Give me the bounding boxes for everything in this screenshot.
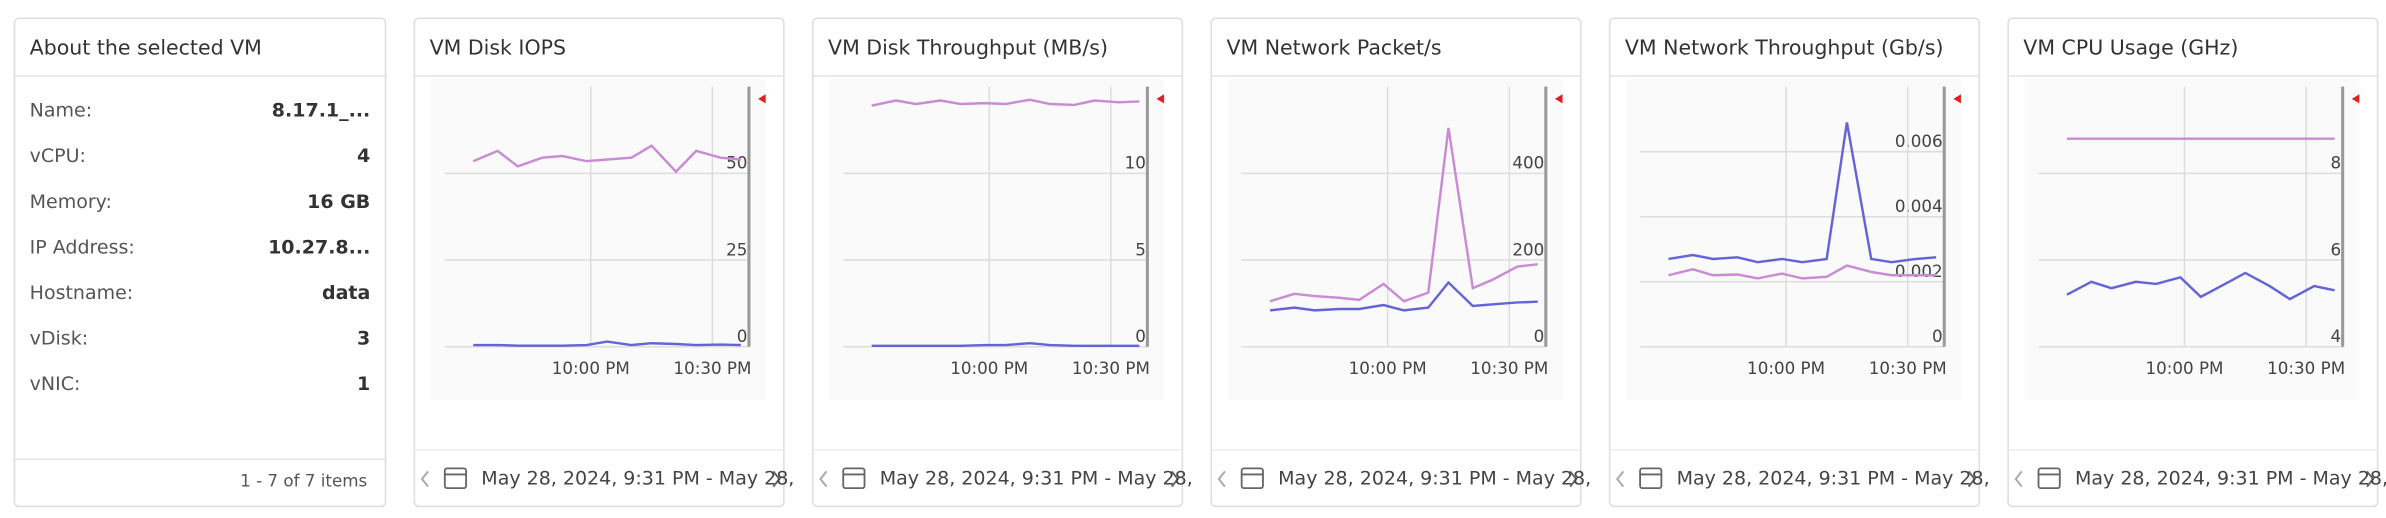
x-tick-label: 10:00 PM [2145, 358, 2223, 378]
date-range[interactable]: May 28, 2024, 9:31 PM - May 28, [481, 468, 794, 490]
field-value: 16 GB [307, 191, 370, 213]
plot-area [829, 79, 1165, 400]
next-arrow[interactable] [1569, 470, 1578, 488]
range-marker [2351, 94, 2360, 104]
y-tick-label: 50 [726, 153, 747, 173]
range-marker [1554, 94, 1563, 104]
chart-title: VM Disk IOPS [430, 36, 566, 60]
date-range[interactable]: May 28, 2024, 9:31 PM - May 28, [2075, 468, 2386, 490]
next-arrow[interactable] [2366, 470, 2375, 488]
plot-area [1626, 79, 1961, 400]
next-arrow[interactable] [772, 470, 781, 488]
chart-title: VM Network Packet/s [1226, 36, 1441, 60]
x-tick-label: 10:00 PM [1349, 358, 1427, 378]
series-line [1668, 122, 1937, 264]
series-line [2066, 271, 2335, 301]
field-label: IP Address: [30, 236, 135, 258]
x-tick-label: 10:30 PM [673, 358, 751, 378]
field-label: Hostname: [30, 282, 134, 304]
x-tick-label: 10:30 PM [2267, 358, 2345, 378]
chart-title: VM Network Throughput (Gb/s) [1625, 36, 1944, 60]
field-label: vDisk: [30, 328, 88, 350]
y-tick-label: 5 [1135, 239, 1146, 259]
series-line [472, 144, 742, 174]
field-value: 8.17.1_... [272, 100, 370, 122]
y-tick-label: 400 [1512, 153, 1544, 173]
series-line [473, 340, 741, 347]
x-tick-label: 10:00 PM [950, 358, 1028, 378]
range-marker [758, 94, 766, 104]
prev-arrow[interactable] [2014, 470, 2023, 488]
y-tick-label: 10 [1125, 153, 1146, 173]
calendar-icon[interactable] [443, 467, 468, 490]
range-marker [1953, 94, 1961, 104]
y-tick-label: 0.002 [1895, 261, 1943, 281]
pagination: 1 - 7 of 7 items [240, 471, 367, 491]
y-tick-label: 4 [2330, 326, 2341, 346]
y-tick-label: 0.006 [1895, 131, 1943, 151]
series-line [1269, 280, 1538, 312]
field-value: 10.27.8... [268, 236, 370, 258]
y-tick-label: 0.004 [1895, 196, 1943, 216]
info-title: About the selected VM [30, 36, 262, 60]
field-label: vCPU: [30, 145, 86, 167]
calendar-icon[interactable] [1240, 467, 1264, 490]
field-label: Name: [30, 100, 92, 122]
next-arrow[interactable] [1967, 470, 1976, 488]
prev-arrow[interactable] [819, 470, 828, 488]
field-value: 3 [357, 328, 370, 350]
date-range[interactable]: May 28, 2024, 9:31 PM - May 28, [1278, 468, 1591, 490]
x-tick-label: 10:30 PM [1072, 358, 1150, 378]
range-marker [1156, 94, 1165, 104]
plot-area [2024, 79, 2360, 400]
y-tick-label: 0 [1932, 326, 1943, 346]
field-value: 4 [357, 145, 370, 167]
y-tick-label: 25 [726, 239, 747, 259]
y-tick-label: 8 [2330, 153, 2341, 173]
date-range[interactable]: May 28, 2024, 9:31 PM - May 28, [880, 468, 1193, 490]
series-line [1269, 127, 1538, 303]
info-card [13, 17, 387, 508]
y-tick-label: 0 [1534, 326, 1545, 346]
x-tick-label: 10:30 PM [1470, 358, 1548, 378]
prev-arrow[interactable] [420, 470, 429, 488]
date-range[interactable]: May 28, 2024, 9:31 PM - May 28, [1677, 468, 1990, 490]
field-label: Memory: [30, 191, 112, 213]
y-tick-label: 200 [1512, 239, 1544, 259]
field-value: data [322, 282, 370, 304]
calendar-icon[interactable] [2037, 467, 2061, 490]
prev-arrow[interactable] [1217, 470, 1226, 488]
x-tick-label: 10:00 PM [1747, 358, 1825, 378]
y-tick-label: 0 [1135, 326, 1146, 346]
calendar-icon[interactable] [842, 467, 866, 490]
series-line [871, 98, 1140, 107]
field-value: 1 [357, 373, 370, 395]
chart-title: VM Disk Throughput (MB/s) [828, 36, 1108, 60]
field-label: vNIC: [30, 373, 81, 395]
plot-area [431, 79, 766, 400]
y-tick-label: 6 [2330, 239, 2341, 259]
x-tick-label: 10:30 PM [1869, 358, 1947, 378]
series-line [871, 342, 1140, 348]
next-arrow[interactable] [1170, 470, 1180, 488]
chart-title: VM CPU Usage (GHz) [2023, 36, 2238, 60]
calendar-icon[interactable] [1639, 467, 1663, 490]
y-tick-label: 0 [737, 326, 748, 346]
x-tick-label: 10:00 PM [552, 358, 630, 378]
prev-arrow[interactable] [1616, 470, 1625, 488]
series-line [1668, 264, 1937, 280]
